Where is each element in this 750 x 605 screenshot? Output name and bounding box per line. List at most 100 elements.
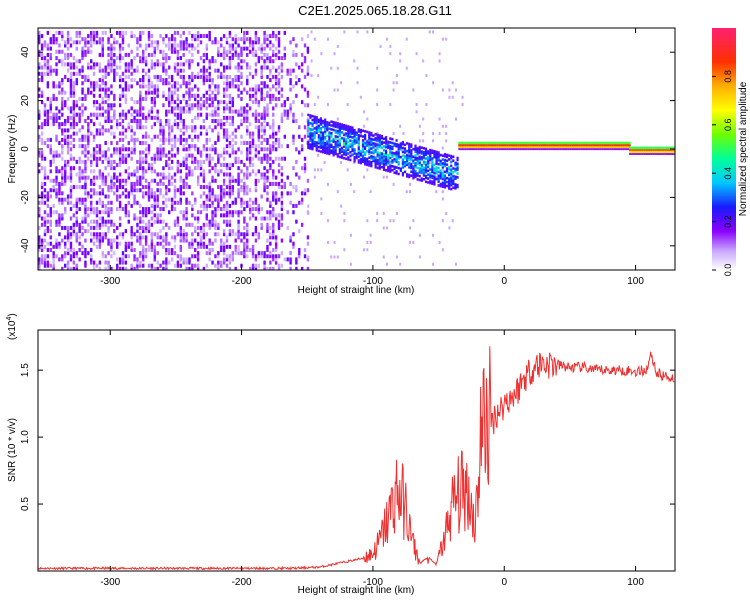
spectrogram-cell (176, 159, 180, 164)
spectrogram-cell (266, 153, 269, 158)
spectrogram-cell (527, 143, 530, 147)
spectrogram-cell (225, 238, 229, 243)
spectrogram-cell (662, 150, 665, 154)
spectrogram-cell (211, 118, 214, 123)
spectrogram-cell (170, 34, 174, 39)
spectrogram-cell (401, 140, 405, 144)
spectrogram-cell (274, 137, 278, 142)
spectrogram-cell (214, 141, 217, 146)
spectrogram-cell (136, 68, 139, 73)
spectrogram-cell (64, 166, 67, 171)
spectrogram-cell (571, 147, 574, 151)
spectrogram-cell (588, 143, 591, 147)
spectrogram-cell (162, 90, 165, 95)
spectrogram-cell (234, 78, 237, 83)
spectrogram-cell (69, 156, 73, 161)
spectrogram-cell (338, 122, 341, 126)
spectrogram-cell (38, 78, 41, 83)
spectrogram-cell (565, 145, 568, 149)
spectrogram-cell (496, 143, 499, 147)
spectrogram-cell (136, 225, 139, 230)
spectrogram-cell (113, 147, 116, 152)
spectrogram-cell (494, 141, 497, 145)
spectrogram-cell (72, 93, 76, 98)
spectrogram-cell (427, 152, 430, 155)
spectrogram-cell (165, 137, 168, 142)
spectrogram-cell (272, 128, 275, 133)
spectrogram-cell (272, 144, 275, 149)
spectrogram-cell (366, 159, 369, 163)
spectrogram-cell (422, 59, 425, 63)
spectrogram-cell (211, 81, 214, 86)
spectrogram-cell (69, 207, 73, 212)
spectrogram-cell (231, 118, 234, 123)
spectrogram-cell (220, 125, 223, 130)
spectrogram-cell (260, 128, 263, 133)
spectrogram-cell (75, 34, 78, 39)
spectrogram-cell (622, 145, 625, 149)
spectrogram-cell (222, 150, 226, 155)
spectrogram-cell (113, 59, 116, 64)
spectrogram-cell (191, 106, 194, 111)
spectrogram-cell (274, 216, 278, 221)
spectrogram-cell (225, 144, 229, 149)
spectrogram-cell (280, 238, 284, 243)
spectrogram-cell (315, 147, 318, 150)
spectrogram-cell (368, 162, 371, 165)
spectrogram-cell (613, 141, 616, 145)
spectrogram-cell (424, 168, 428, 172)
spectrogram-cell (202, 93, 206, 98)
spectrogram-cell (124, 178, 128, 183)
spectrogram-cell (156, 147, 159, 152)
snr-multiplier-base: (x10 (7, 320, 18, 340)
spectrogram-cell (494, 145, 497, 149)
spectrogram-cell (633, 146, 636, 150)
spectrogram-cell (133, 257, 136, 262)
spectrogram-cell (351, 128, 354, 131)
spectrogram-cell (49, 235, 52, 240)
spectrogram-cell (101, 219, 104, 224)
spectrogram-cell (173, 30, 177, 35)
spectrogram-cell (590, 147, 593, 151)
spectrogram-cell (46, 260, 50, 265)
spectrogram-cell (139, 100, 142, 105)
spectrogram-cell (228, 181, 232, 186)
spectrogram-cell (168, 93, 171, 98)
spectrogram-cell (208, 156, 211, 161)
spectrogram-cell (156, 59, 159, 64)
spectrogram-cell (191, 93, 194, 98)
spectrogram-cell (220, 71, 223, 76)
spectrogram-cell (52, 260, 55, 265)
spectrogram-cell (165, 185, 168, 190)
spectrogram-cell (406, 155, 409, 159)
spectrogram-cell (168, 87, 171, 92)
spectrogram-cell (260, 147, 263, 152)
spectrogram-cell (66, 263, 70, 268)
spectrogram-cell (389, 166, 392, 169)
spectrogram-cell (124, 153, 128, 158)
spectrogram-cell (445, 139, 448, 143)
spectrogram-cell (156, 46, 159, 51)
spectrogram-cell (107, 207, 110, 212)
spectrogram-cell (382, 154, 386, 158)
spectrogram-cell (40, 200, 44, 205)
spectrogram-cell (615, 141, 619, 145)
spectrogram-cell (150, 90, 154, 95)
spectrogram-cell (313, 175, 316, 179)
spectrogram-cell (110, 219, 113, 224)
spectrogram-cell (49, 163, 52, 168)
spectrogram-cell (78, 40, 81, 45)
spectrogram-cell (363, 141, 367, 145)
spectrogram-cell (401, 162, 405, 165)
spectrogram-cell (142, 59, 145, 64)
spectrogram-cell (38, 260, 41, 265)
spectrogram-cell (72, 137, 76, 142)
spectrogram-cell (156, 232, 159, 237)
spectrogram-cell (43, 65, 47, 70)
spectrogram-cell (660, 148, 663, 152)
spectrogram-cell (254, 200, 258, 205)
spectrogram-cell (311, 143, 314, 147)
spectrogram-cell (330, 149, 333, 152)
spectrogram-cell (382, 255, 385, 259)
spectrogram-cell (199, 185, 203, 190)
